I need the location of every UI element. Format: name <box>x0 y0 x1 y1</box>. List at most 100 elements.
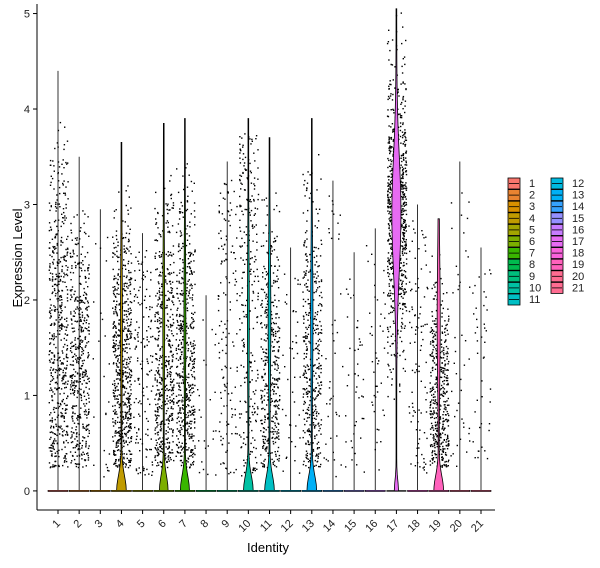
data-point <box>113 345 115 347</box>
data-point <box>264 364 267 366</box>
data-point <box>263 465 266 467</box>
data-point <box>330 437 332 439</box>
data-point <box>239 149 242 151</box>
data-point <box>202 468 205 471</box>
data-point <box>307 429 309 431</box>
data-point <box>383 414 385 417</box>
data-point <box>83 395 86 397</box>
data-point <box>64 455 66 457</box>
data-point <box>49 247 51 249</box>
data-point <box>191 451 193 453</box>
data-point <box>315 328 318 330</box>
data-point <box>145 307 148 309</box>
data-point <box>113 278 115 281</box>
data-point <box>156 312 158 314</box>
data-point <box>118 440 120 442</box>
data-point <box>172 419 174 421</box>
data-point <box>401 174 403 176</box>
data-point <box>314 425 316 428</box>
data-point <box>190 384 192 386</box>
data-point <box>70 437 72 439</box>
data-point <box>289 347 291 349</box>
data-point <box>56 416 59 418</box>
data-point <box>179 363 182 365</box>
data-point <box>115 230 118 232</box>
data-point <box>157 299 159 301</box>
data-point <box>80 308 82 310</box>
data-point <box>86 375 88 378</box>
data-point <box>49 226 52 228</box>
data-point <box>243 342 245 344</box>
data-point <box>126 352 128 354</box>
data-point <box>70 380 73 382</box>
data-point <box>181 278 183 280</box>
data-point <box>165 384 168 386</box>
data-point <box>225 386 227 388</box>
data-point <box>122 379 124 382</box>
data-point <box>124 411 126 413</box>
data-point <box>400 188 403 190</box>
data-point <box>158 443 161 446</box>
data-point <box>83 403 85 405</box>
data-point <box>159 446 162 449</box>
data-point <box>61 269 63 271</box>
data-point <box>325 458 328 461</box>
data-point <box>390 160 393 163</box>
data-point <box>177 447 180 449</box>
data-point <box>387 341 389 343</box>
data-point <box>228 281 231 284</box>
data-point <box>387 395 389 398</box>
data-point <box>198 440 200 442</box>
data-point <box>148 370 151 373</box>
data-point <box>188 337 190 339</box>
data-point <box>160 303 162 306</box>
data-point <box>242 350 244 352</box>
data-point <box>188 437 191 440</box>
data-point <box>77 262 79 264</box>
data-point <box>156 389 159 391</box>
data-point <box>85 276 87 279</box>
data-point <box>214 391 216 393</box>
data-point <box>49 361 51 363</box>
data-point <box>267 442 269 444</box>
data-point <box>125 375 127 377</box>
data-point <box>273 383 275 385</box>
data-point <box>49 369 51 371</box>
data-point <box>113 453 115 456</box>
data-point <box>51 395 53 397</box>
data-point <box>61 380 63 382</box>
data-point <box>77 463 79 465</box>
data-point <box>405 182 407 184</box>
data-point <box>405 187 407 190</box>
data-point <box>402 181 404 184</box>
data-point <box>175 231 178 234</box>
data-point <box>127 287 129 289</box>
data-point <box>387 210 389 212</box>
data-point <box>154 239 156 241</box>
data-point <box>175 347 178 350</box>
data-point <box>278 210 281 213</box>
data-point <box>77 346 79 349</box>
data-point <box>119 442 121 445</box>
data-point <box>260 358 263 360</box>
data-point <box>136 334 139 336</box>
data-point <box>264 415 266 417</box>
data-point <box>79 357 82 359</box>
data-point <box>84 317 86 319</box>
data-point <box>54 433 57 435</box>
data-point <box>155 268 157 271</box>
data-point <box>276 256 278 258</box>
data-point <box>175 455 177 457</box>
data-point <box>402 97 404 99</box>
data-point <box>126 248 129 250</box>
data-point <box>264 436 267 438</box>
data-point <box>234 432 237 435</box>
data-point <box>61 377 63 380</box>
data-point <box>65 265 67 267</box>
data-point <box>278 460 280 462</box>
data-point <box>130 262 133 264</box>
data-point <box>169 231 171 234</box>
data-point <box>158 282 160 285</box>
data-point <box>191 412 194 414</box>
data-point <box>145 456 148 458</box>
